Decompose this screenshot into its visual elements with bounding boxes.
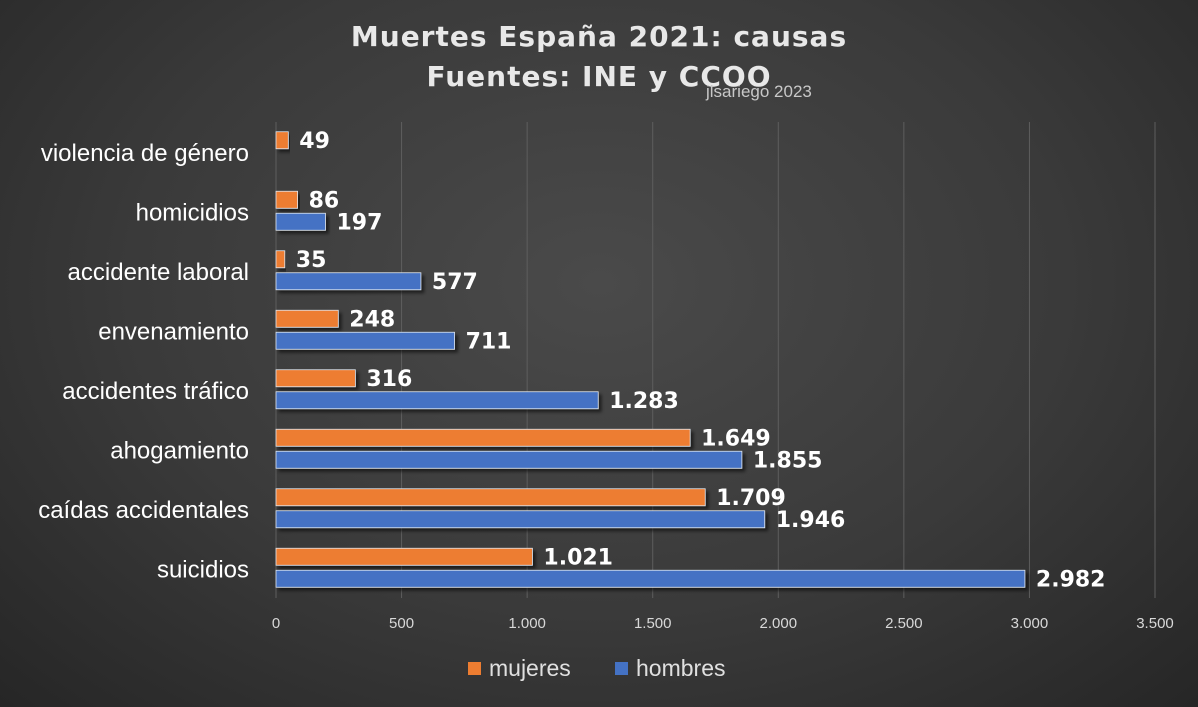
data-label-mujeres-envenamiento: 248 [349, 307, 395, 332]
x-tick-label: 2.000 [760, 615, 798, 632]
legend-swatch-mujeres [468, 662, 481, 675]
data-label-hombres-homicidios: 197 [336, 210, 382, 235]
data-label-mujeres-ahogamiento: 1.649 [701, 426, 771, 451]
category-label-ahogamiento: ahogamiento [110, 437, 249, 464]
chart-credit: jlsariego 2023 [706, 82, 812, 101]
chart-title: Muertes España 2021: causas [350, 20, 848, 53]
bar-hombres-caidas-accidentales [275, 510, 766, 529]
category-label-violencia-de-genero: violencia de género [41, 140, 249, 167]
data-label-hombres-caidas-accidentales: 1.946 [776, 508, 846, 533]
chart-subtitle: Fuentes: INE y CCOO [426, 60, 772, 93]
x-tick-label: 1.000 [508, 615, 546, 632]
legend-swatch-hombres [615, 662, 628, 675]
legend-label-mujeres: mujeres [489, 655, 571, 681]
bar-mujeres-envenamiento [275, 309, 339, 328]
category-label-accidentes-trafico: accidentes tráfico [62, 378, 249, 405]
bar-hombres-suicidios [275, 569, 1026, 588]
bar-hombres-homicidios [275, 212, 326, 231]
category-label-suicidios: suicidios [157, 556, 249, 583]
bar-mujeres-suicidios [275, 547, 533, 566]
bar-hombres-accidentes-trafico [275, 391, 599, 410]
data-label-mujeres-accidentes-trafico: 316 [366, 367, 412, 392]
legend-item-hombres: hombres [615, 655, 725, 682]
bar-mujeres-violencia-de-genero [275, 131, 289, 150]
bar-mujeres-accidente-laboral [275, 250, 286, 269]
x-tick-label: 0 [272, 615, 280, 632]
bar-mujeres-ahogamiento [275, 428, 691, 447]
legend-label-hombres: hombres [636, 655, 726, 681]
bar-mujeres-homicidios [275, 190, 298, 209]
x-tick-label: 2.500 [885, 615, 923, 632]
x-tick-label: 500 [389, 615, 414, 632]
bar-hombres-envenamiento [275, 331, 455, 350]
bar-hombres-accidente-laboral [275, 272, 422, 291]
legend-item-mujeres: mujeres [468, 655, 571, 682]
bar-mujeres-caidas-accidentales [275, 488, 706, 507]
bar-mujeres-accidentes-trafico [275, 369, 356, 388]
category-label-accidente-laboral: accidente laboral [68, 259, 249, 286]
data-label-mujeres-homicidios: 86 [309, 188, 340, 213]
category-label-caidas-accidentales: caídas accidentales [38, 497, 249, 524]
data-label-hombres-accidentes-trafico: 1.283 [609, 389, 679, 414]
x-tick-label: 3.500 [1136, 615, 1174, 632]
category-label-homicidios: homicidios [136, 199, 249, 226]
data-label-hombres-accidente-laboral: 577 [432, 270, 478, 295]
data-label-mujeres-caidas-accidentales: 1.709 [716, 486, 786, 511]
data-label-hombres-suicidios: 2.982 [1036, 567, 1106, 592]
data-label-hombres-envenamiento: 711 [466, 329, 512, 354]
data-label-mujeres-accidente-laboral: 35 [296, 248, 327, 273]
data-label-hombres-ahogamiento: 1.855 [753, 448, 823, 473]
x-tick-label: 1.500 [634, 615, 672, 632]
x-tick-label: 3.000 [1011, 615, 1049, 632]
bar-hombres-ahogamiento [275, 450, 743, 469]
data-label-mujeres-violencia-de-genero: 49 [299, 129, 330, 154]
data-label-mujeres-suicidios: 1.021 [543, 545, 613, 570]
category-label-envenamiento: envenamiento [98, 318, 249, 345]
